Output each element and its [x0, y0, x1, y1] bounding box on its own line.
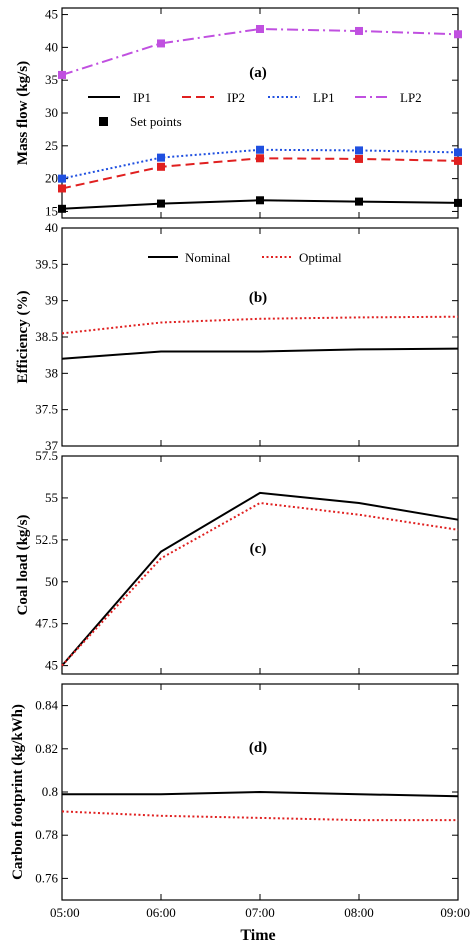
- panel-a-ip1-setpoint-0: [58, 204, 66, 213]
- panel-a-ip2-setpoint-4: [454, 156, 462, 165]
- panel-b-ytick-label-6: 40: [45, 220, 58, 235]
- panel-a-ylabel: Mass flow (kg/s): [15, 61, 31, 165]
- panel-a-ip2-setpoint-1: [157, 162, 165, 171]
- panel-c-label: (c): [250, 541, 267, 557]
- legend-ip2-label: IP2: [227, 90, 245, 105]
- panel-d-label: (d): [249, 740, 267, 756]
- panel-a-ip1-setpoint-4: [454, 198, 462, 207]
- panel-d-ytick-label-3: 0.82: [35, 741, 58, 756]
- panel-a-series-lp2-line: [61, 27, 459, 76]
- panel-a-lp1-setpoint-0: [58, 174, 66, 183]
- panel-a-ip1-setpoint-2: [256, 196, 264, 205]
- panel-a-ip2-setpoint-0: [58, 184, 66, 193]
- panel-c-ytick-label-1: 47.5: [35, 616, 58, 631]
- panel-c-ytick-label-0: 45: [45, 658, 58, 673]
- x-axis-label: Time: [240, 927, 275, 944]
- panel-c-series-optimal-line: [61, 501, 459, 667]
- panel-b-frame: [61, 227, 459, 447]
- panel-c-frame: [61, 455, 459, 675]
- panel-b-ylabel: Efficiency (%): [15, 291, 31, 384]
- panel-c-ytick-label-2: 50: [45, 574, 58, 589]
- panel-d-ylabel: Carbon footprint (kg/kWh): [10, 704, 26, 880]
- legend-lp2-label: LP2: [400, 90, 422, 105]
- panel-b-ytick-label-2: 38: [45, 365, 58, 380]
- panel-a-frame: [61, 7, 459, 219]
- panel-a-ytick-label-5: 40: [45, 39, 58, 54]
- panel-a-ytick-label-4: 35: [45, 72, 58, 87]
- panel-b-ytick-label-4: 39: [45, 293, 58, 308]
- panel-a-ytick-label-0: 15: [45, 203, 58, 218]
- panel-d-series-optimal-line: [61, 810, 458, 822]
- panel-a-series-ip2-line: [61, 157, 459, 190]
- legend-ip1-label: IP1: [133, 90, 151, 105]
- x-tick-label-3: 08:00: [344, 905, 374, 920]
- panel-a-series-lp1-line: [61, 148, 459, 180]
- panel-c-series-nominal-line: [61, 491, 459, 667]
- panel-b-ytick-label-5: 39.5: [35, 256, 58, 271]
- x-tick-label-0: 05:00: [50, 905, 80, 920]
- panel-a-ip1-setpoint-3: [355, 197, 363, 206]
- panel-b-ytick-label-0: 37: [45, 438, 59, 453]
- panel-a-ytick-label-6: 45: [45, 7, 58, 22]
- panel-a-lp2-setpoint-4: [454, 30, 462, 39]
- panel-a-lp1-setpoint-4: [454, 148, 462, 157]
- panel-b-ytick-label-1: 37.5: [35, 402, 58, 417]
- panel-d-ytick-label-1: 0.78: [35, 827, 58, 842]
- panel-b-ytick-label-3: 38.5: [35, 329, 58, 344]
- x-tick-label-2: 07:00: [245, 905, 275, 920]
- panel-c-ylabel: Coal load (kg/s): [15, 515, 31, 616]
- panel-a-lp1-setpoint-2: [256, 145, 264, 154]
- panel-d-series-nominal-line: [62, 790, 459, 798]
- panel-d-ytick-label-4: 0.84: [35, 698, 58, 713]
- panel-a-ytick-label-1: 20: [45, 171, 58, 186]
- panel-c-ytick-label-4: 55: [45, 490, 58, 505]
- legend-setpoints-label: Set points: [130, 114, 182, 129]
- x-tick-label-1: 06:00: [146, 905, 176, 920]
- panel-a-lp2-setpoint-0: [58, 70, 66, 79]
- panel-a-lp2-setpoint-3: [355, 26, 363, 35]
- panel-b-series-optimal-line: [61, 315, 459, 335]
- panel-a-ytick-label-3: 30: [45, 105, 58, 120]
- legend-nominal-label: Nominal: [185, 250, 231, 265]
- panel-a-ip2-setpoint-2: [256, 154, 264, 163]
- panel-c-ytick-label-5: 57.5: [35, 448, 58, 463]
- panel-a-label: (a): [249, 65, 267, 81]
- x-tick-label-4: 09:00: [440, 905, 470, 920]
- legend-optimal-label: Optimal: [299, 250, 342, 265]
- legend-setpoints-marker: [99, 117, 108, 126]
- panel-a-lp1-setpoint-1: [157, 153, 165, 162]
- panel-a-lp2-setpoint-2: [256, 25, 264, 33]
- panel-a-ip1-setpoint-1: [157, 199, 165, 208]
- panel-b-series-nominal-line: [61, 347, 459, 360]
- panel-d-ytick-label-0: 0.76: [35, 870, 58, 885]
- panel-d-ytick-label-2: 0.8: [42, 784, 58, 799]
- panel-a-ytick-label-2: 25: [45, 138, 58, 153]
- panel-c-ytick-label-3: 52.5: [35, 532, 58, 547]
- panel-a-lp1-setpoint-3: [355, 146, 363, 155]
- panel-a-lp2-setpoint-1: [157, 39, 165, 48]
- panel-b-label: (b): [249, 290, 267, 306]
- legend-lp1-label: LP1: [313, 90, 335, 105]
- panel-a-ip2-setpoint-3: [355, 154, 363, 163]
